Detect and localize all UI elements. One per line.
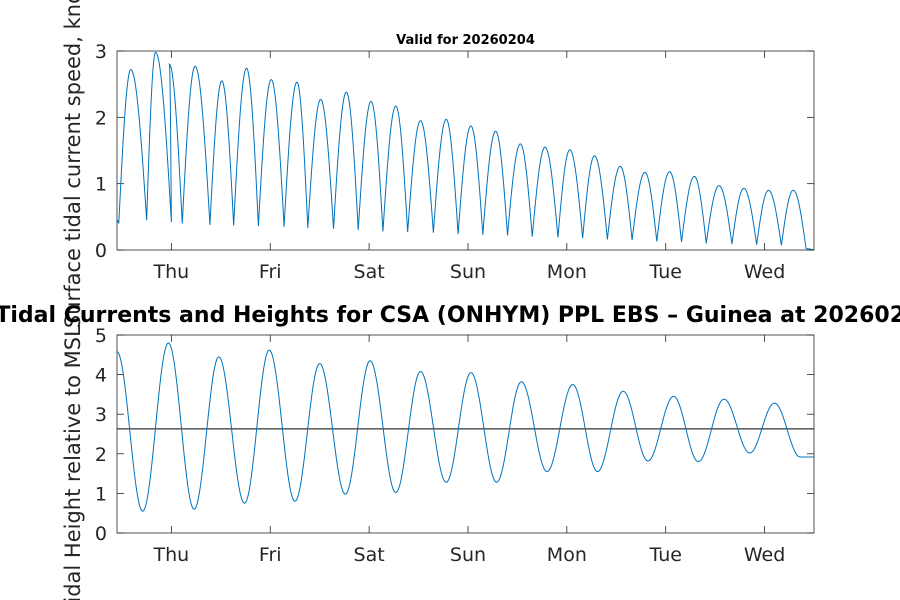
current-speed-xtick-label: Sun bbox=[450, 261, 486, 283]
tidal-height-xtick-label: Tue bbox=[648, 544, 681, 566]
tidal-height-line bbox=[116, 342, 814, 512]
tidal-height-ytick-label: 3 bbox=[95, 404, 107, 426]
current-speed-ytick-label: 1 bbox=[95, 174, 107, 196]
current-speed-xtick-label: Fri bbox=[259, 261, 282, 283]
current-speed-xtick-label: Tue bbox=[648, 261, 681, 283]
tidal-height-ytick-label: 0 bbox=[95, 523, 107, 545]
current-speed-xtick-label: Sat bbox=[354, 261, 385, 283]
tidal-height-plot-area bbox=[117, 335, 814, 533]
tidal-height-ytick-label: 5 bbox=[95, 325, 107, 347]
tidal-height-ytick-label: 2 bbox=[95, 444, 107, 466]
figure-title: Tidal Currents and Heights for CSA (ONHY… bbox=[0, 303, 900, 328]
current-speed-xtick-label: Wed bbox=[744, 261, 785, 283]
tidal-height-xtick-label: Fri bbox=[259, 544, 282, 566]
current-speed-ytick-label: 3 bbox=[95, 41, 107, 63]
tidal-height-ytick-label: 1 bbox=[95, 483, 107, 505]
tidal-height-ylabel: Tidal Height relative to MSL bbox=[61, 325, 85, 600]
tidal-height-xtick-label: Sun bbox=[450, 544, 486, 566]
tidal-height-xtick-label: Wed bbox=[744, 544, 785, 566]
current-speed-xtick-label: Thu bbox=[153, 261, 190, 283]
current-speed-xtick-label: Mon bbox=[547, 261, 587, 283]
current-speed-line bbox=[116, 51, 815, 251]
current-speed-axes: 0 1 2 3 Thu Fri Sat Sun Mon Tue Wed Valid for 2026… bbox=[61, 0, 815, 328]
tidal-height-xtick-label: Sat bbox=[354, 544, 385, 566]
current-speed-ytick-label: 2 bbox=[95, 107, 107, 129]
tidal-height-ytick-label: 4 bbox=[95, 365, 107, 387]
tidal-height-xtick-label: Thu bbox=[153, 544, 190, 566]
current-speed-title: Valid for 20260204 bbox=[396, 33, 535, 48]
tidal-height-axes-box bbox=[116, 334, 815, 534]
current-speed-ytick-label: 0 bbox=[95, 240, 107, 262]
tidal-height-axes: 0 1 2 3 4 5 Thu Fri Sat Sun Mon Tue Wed Tidal Height… bbox=[61, 325, 815, 600]
current-speed-axes-box bbox=[116, 50, 815, 251]
current-speed-ylabel: Surface tidal current speed, knots bbox=[61, 0, 85, 328]
tidal-height-xtick-label: Mon bbox=[547, 544, 587, 566]
